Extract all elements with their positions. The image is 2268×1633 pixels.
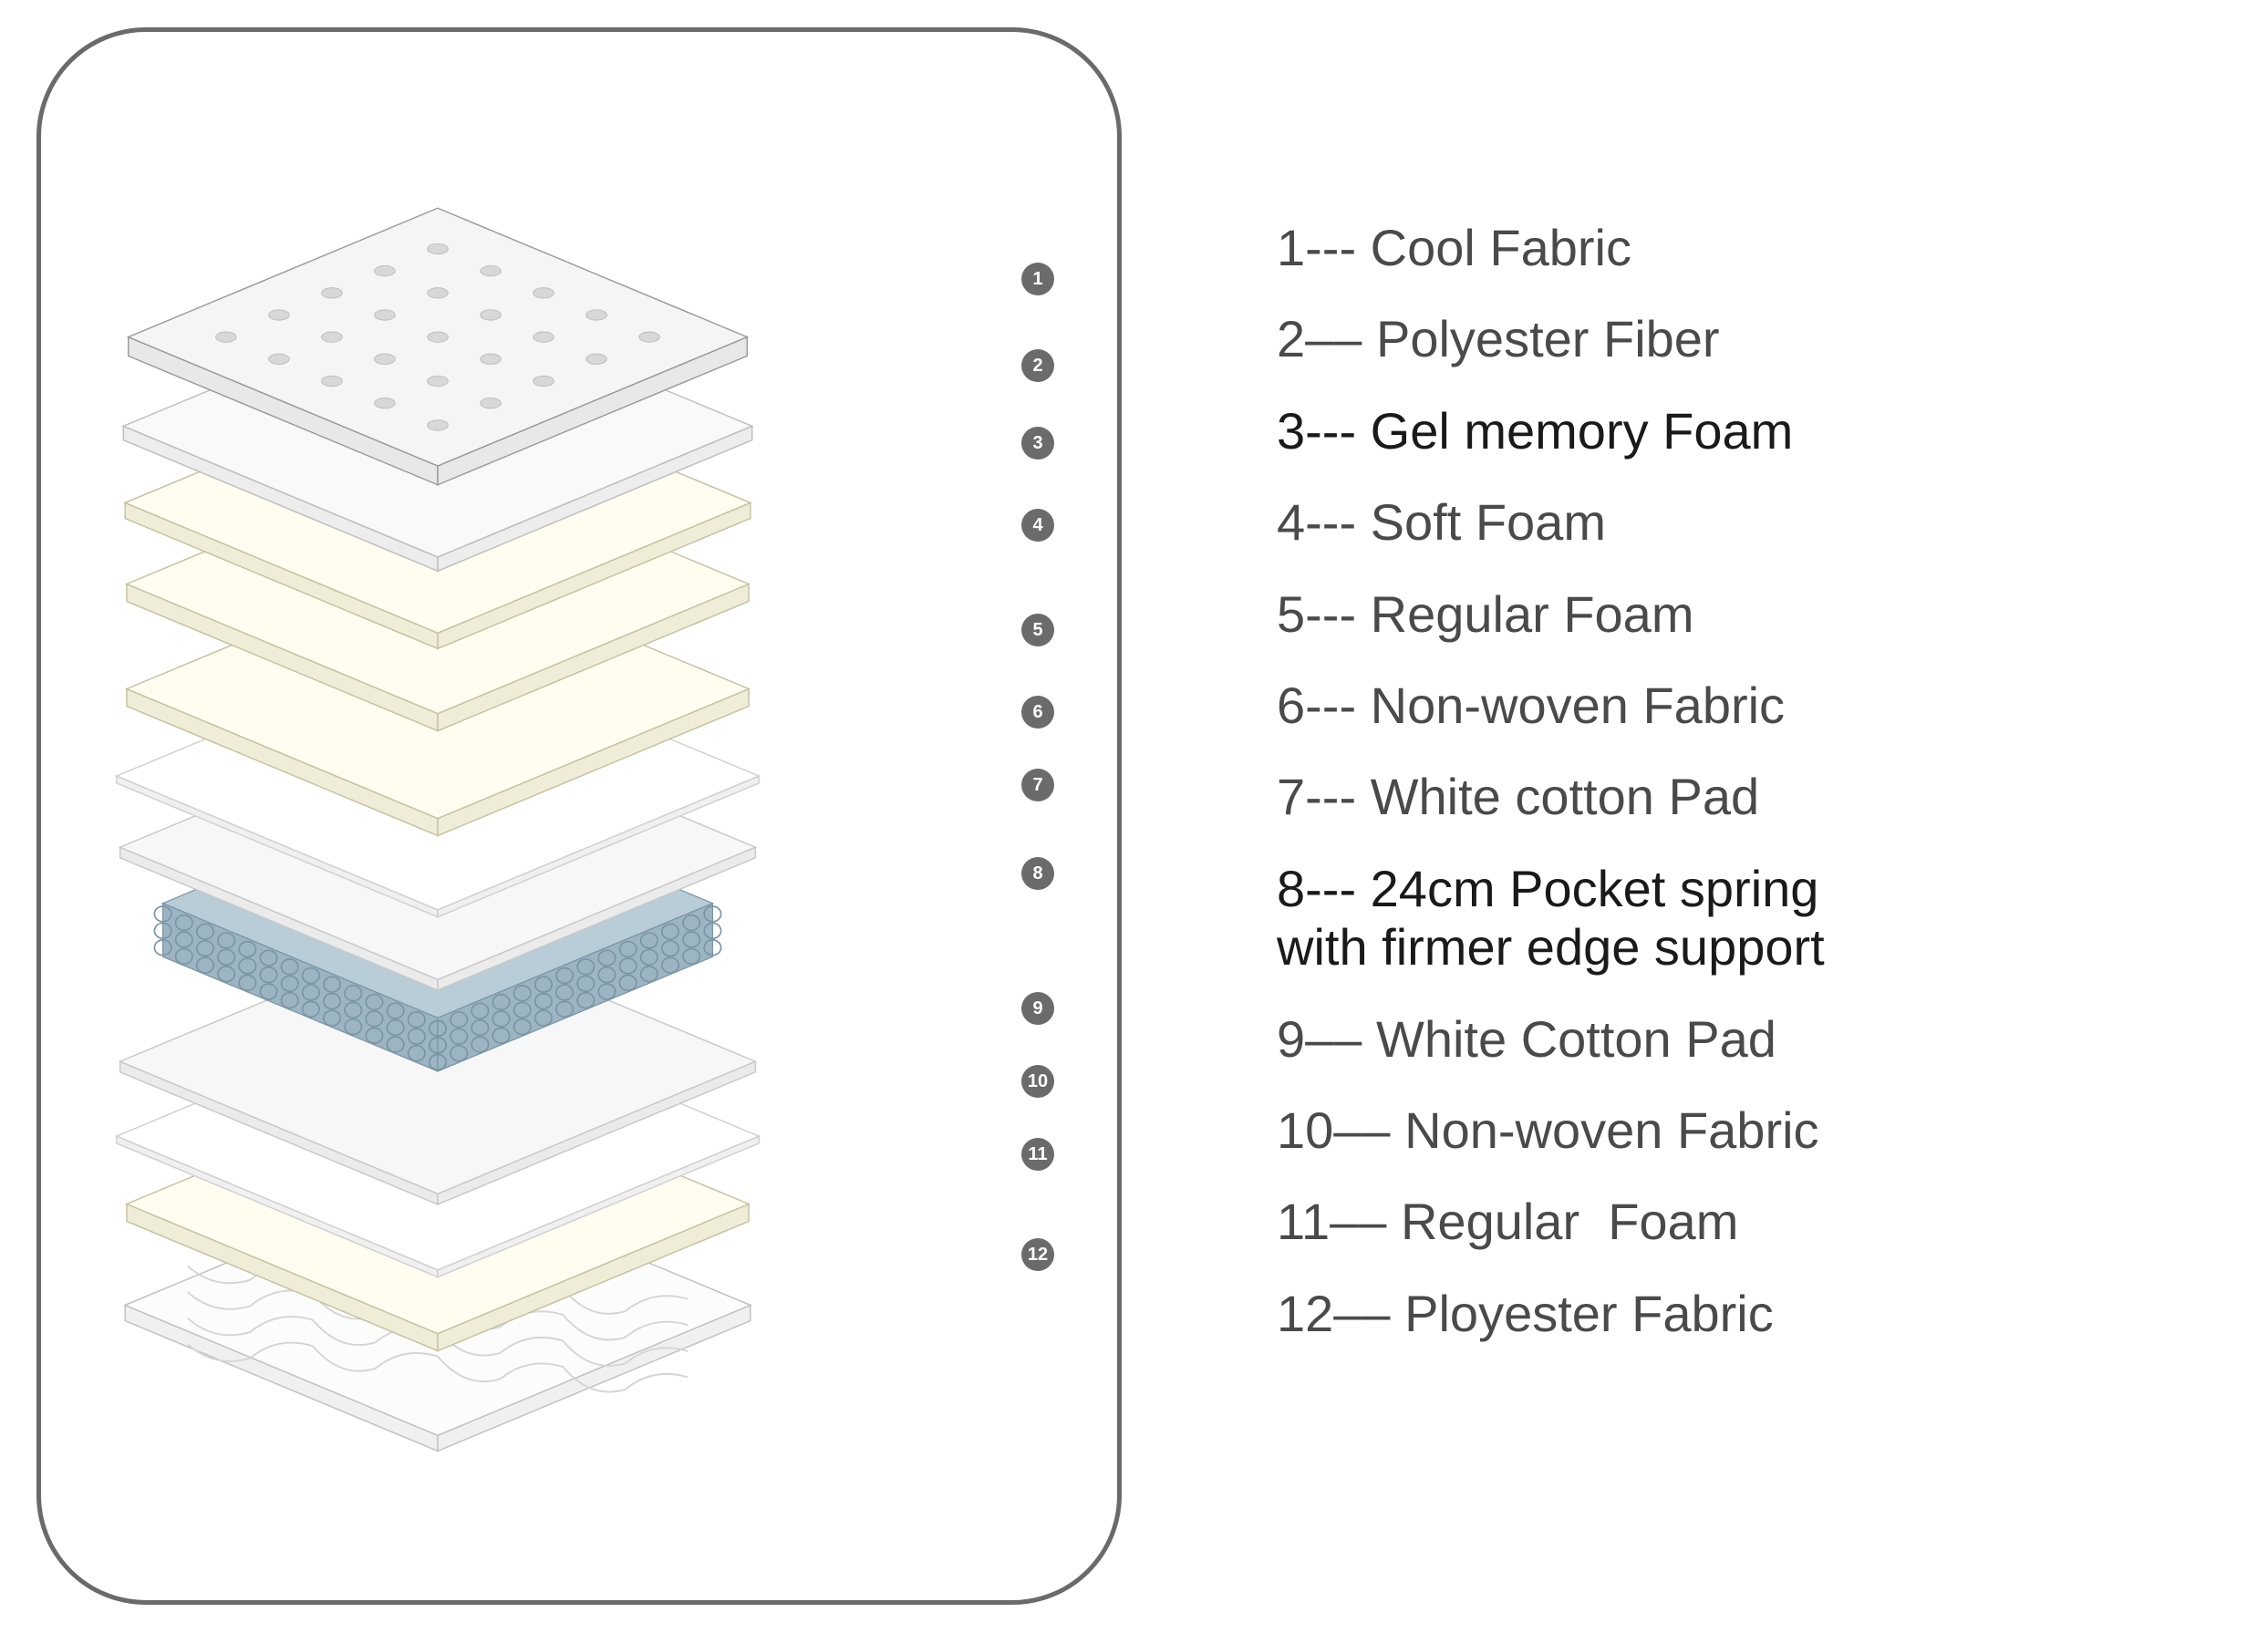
legend-item-2: 2–– Polyester Fiber xyxy=(1277,310,2189,368)
legend-item-7: 7--- White cotton Pad xyxy=(1277,768,2189,826)
layer-bullet-6: 6 xyxy=(1021,696,1054,729)
legend-item-9: 9–– White Cotton Pad xyxy=(1277,1010,2189,1069)
layer-bullet-4: 4 xyxy=(1021,509,1054,542)
legend-item-5: 5--- Regular Foam xyxy=(1277,585,2189,644)
layer-bullet-5: 5 xyxy=(1021,614,1054,646)
layer-bullet-2: 2 xyxy=(1021,349,1054,382)
layer-bullet-7: 7 xyxy=(1021,769,1054,801)
layer-legend: 1--- Cool Fabric 2–– Polyester Fiber 3--- … xyxy=(1277,219,2189,1376)
legend-item-11: 11–– Regular Foam xyxy=(1277,1193,2189,1251)
legend-item-10: 10–– Non-woven Fabric xyxy=(1277,1101,2189,1160)
legend-item-4: 4--- Soft Foam xyxy=(1277,493,2189,552)
legend-item-8: 8--- 24cm Pocket spring with firmer edge… xyxy=(1277,860,2189,977)
legend-item-6: 6--- Non-woven Fabric xyxy=(1277,677,2189,735)
layer-bullet-9: 9 xyxy=(1021,992,1054,1025)
layer-bullet-8: 8 xyxy=(1021,857,1054,890)
layer-bullet-12: 12 xyxy=(1021,1238,1054,1271)
legend-item-12: 12–– Ployester Fabric xyxy=(1277,1285,2189,1343)
layer-bullet-3: 3 xyxy=(1021,427,1054,460)
legend-item-1: 1--- Cool Fabric xyxy=(1277,219,2189,277)
layer-bullet-1: 1 xyxy=(1021,263,1054,295)
layer-bullet-11: 11 xyxy=(1021,1138,1054,1171)
legend-item-3: 3--- Gel memory Foam xyxy=(1277,402,2189,460)
mattress-layer-1 xyxy=(109,182,766,511)
layer-bullet-10: 10 xyxy=(1021,1065,1054,1098)
mattress-layers-diagram xyxy=(91,182,958,1459)
